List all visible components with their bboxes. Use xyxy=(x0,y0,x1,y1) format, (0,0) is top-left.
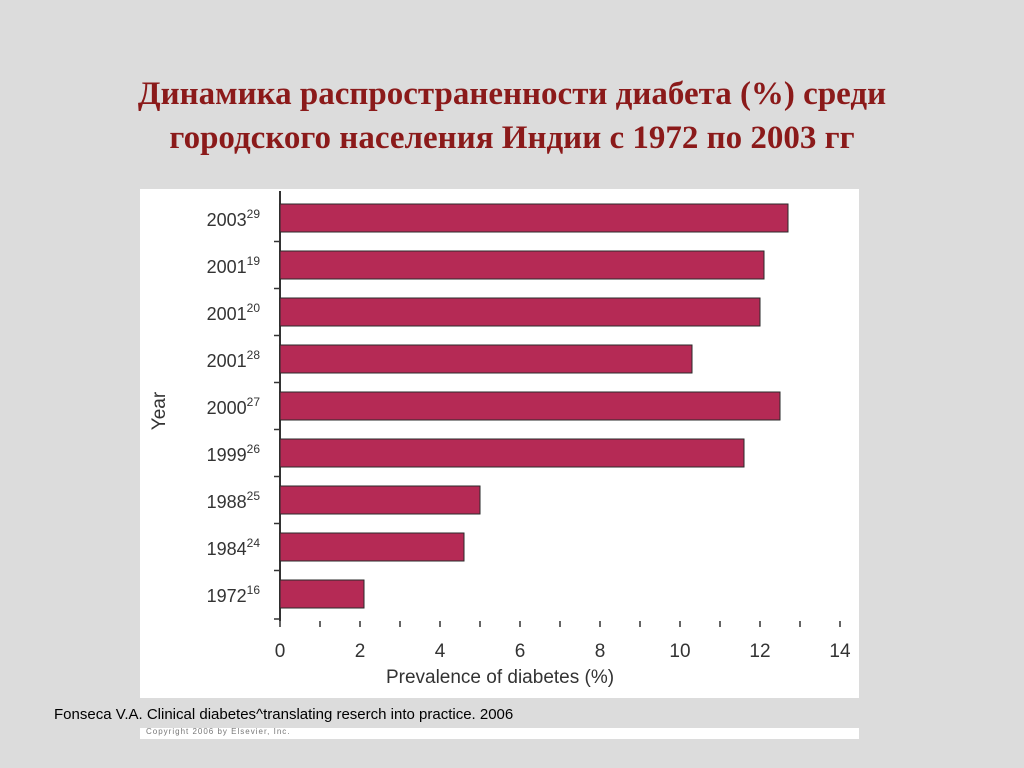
year-label: 1999 xyxy=(207,445,247,465)
bar xyxy=(279,485,481,515)
bar xyxy=(279,203,789,233)
bar xyxy=(279,250,765,280)
y-tick-label: 198825 xyxy=(207,489,261,512)
reference-superscript: 24 xyxy=(247,536,261,550)
year-label: 1984 xyxy=(207,539,247,559)
y-tick-label: 197216 xyxy=(207,583,261,606)
x-axis-title: Prevalence of diabetes (%) xyxy=(386,667,614,688)
reference-superscript: 27 xyxy=(247,395,261,409)
x-tick-label: 14 xyxy=(829,641,851,662)
y-tick-label: 200119 xyxy=(207,254,261,277)
year-label: 2000 xyxy=(207,398,247,418)
y-tick-label: 200027 xyxy=(207,395,261,418)
year-label: 2001 xyxy=(207,351,247,371)
reference-superscript: 29 xyxy=(247,207,261,221)
bar xyxy=(279,344,693,374)
year-label: 2003 xyxy=(207,210,247,230)
slide-title-line-2: городского населения Индии с 1972 по 200… xyxy=(169,120,855,156)
year-label: 1972 xyxy=(207,586,247,606)
bar xyxy=(279,532,465,562)
copyright-text: Copyright 2006 by Elsevier, Inc. xyxy=(146,728,291,736)
y-tick-label: 200120 xyxy=(207,301,261,324)
reference-superscript: 25 xyxy=(247,489,261,503)
bar xyxy=(279,391,781,421)
x-tick-label: 6 xyxy=(515,641,526,662)
slide-title: Динамика распространенности диабета (%) … xyxy=(0,72,1024,160)
y-tick-label: 200128 xyxy=(207,348,261,371)
y-tick-label: 200329 xyxy=(207,207,261,230)
x-tick-label: 2 xyxy=(355,641,366,662)
year-label: 2001 xyxy=(207,304,247,324)
y-tick-label: 198424 xyxy=(207,536,261,559)
reference-superscript: 16 xyxy=(247,583,261,597)
reference-superscript: 20 xyxy=(247,301,261,315)
x-tick-label: 8 xyxy=(595,641,606,662)
x-tick-label: 0 xyxy=(275,641,286,662)
year-label: 2001 xyxy=(207,257,247,277)
reference-superscript: 28 xyxy=(247,348,261,362)
year-label: 1988 xyxy=(207,492,247,512)
reference-superscript: 26 xyxy=(247,442,261,456)
y-tick-label: 199926 xyxy=(207,442,261,465)
x-tick-label: 4 xyxy=(435,641,446,662)
bar xyxy=(279,579,365,609)
chart-panel: 0 2 4 6 8 10 12 14 200329 200119 200120 200128 20002… xyxy=(140,189,859,698)
slide-title-line-1: Динамика распространенности диабета (%) … xyxy=(137,76,887,112)
reference-superscript: 19 xyxy=(247,254,261,268)
x-tick-label: 12 xyxy=(749,641,770,662)
y-axis-title: Year xyxy=(149,391,170,430)
copyright-strip: Copyright 2006 by Elsevier, Inc. xyxy=(140,728,859,739)
bar-chart: 0 2 4 6 8 10 12 1420032920011920012020012820002… xyxy=(149,191,851,688)
bar xyxy=(279,438,745,468)
x-tick-label: 10 xyxy=(669,641,690,662)
bar xyxy=(279,297,761,327)
citation: Fonseca V.A. Clinical diabetes^translati… xyxy=(54,706,514,723)
